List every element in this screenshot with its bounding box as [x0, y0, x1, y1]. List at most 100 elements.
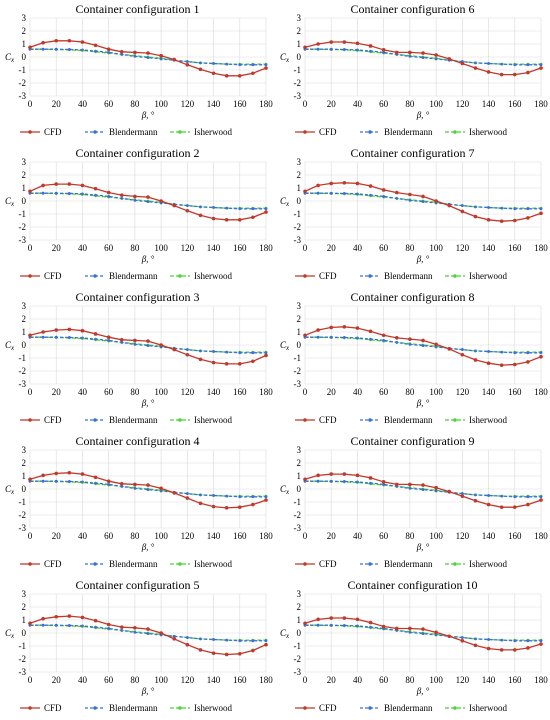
data-point-blendermann	[316, 47, 320, 51]
data-point-blendermann	[54, 623, 58, 627]
y-tick-label: -1	[19, 353, 27, 363]
x-tick-label: 100	[429, 675, 443, 685]
data-point-blendermann	[251, 207, 255, 211]
legend-label-isherwood: Isherwood	[469, 559, 507, 569]
y-tick-label: 1	[22, 39, 27, 49]
data-point-blendermann	[369, 481, 372, 485]
data-point-blendermann	[382, 195, 386, 198]
data-point-cfd	[54, 38, 59, 43]
y-tick-label: 3	[297, 157, 302, 167]
data-point-blendermann	[526, 207, 530, 211]
data-point-cfd	[355, 326, 360, 330]
data-point-cfd	[394, 190, 399, 195]
data-point-cfd	[211, 651, 216, 655]
data-point-cfd	[80, 472, 85, 476]
legend-label-isherwood: Isherwood	[469, 127, 507, 137]
legend-label-cfd: CFD	[44, 271, 62, 281]
y-tick-label: 0	[297, 628, 302, 638]
data-point-blendermann	[225, 638, 229, 642]
data-point-cfd	[159, 343, 163, 347]
x-tick-label: 140	[482, 675, 496, 685]
data-point-cfd	[93, 618, 98, 623]
data-point-cfd	[512, 648, 517, 652]
x-tick-label: 0	[303, 99, 308, 109]
data-point-cfd	[486, 502, 491, 507]
data-point-cfd	[67, 470, 72, 475]
y-tick-label: -3	[294, 667, 302, 677]
legend-label-cfd: CFD	[319, 703, 337, 713]
data-point-blendermann	[107, 51, 111, 54]
legend-label-cfd: CFD	[319, 559, 337, 569]
data-point-blendermann	[264, 63, 268, 67]
y-tick-label: 3	[22, 13, 27, 23]
chart-title: Container configuration 10	[348, 578, 478, 592]
y-tick-label: 1	[22, 327, 27, 337]
data-point-cfd	[486, 361, 491, 366]
data-point-cfd	[394, 482, 399, 487]
data-point-cfd	[539, 66, 543, 70]
x-tick-label: 80	[405, 387, 415, 397]
x-tick-label: 40	[353, 531, 363, 541]
x-tick-label: 120	[456, 531, 470, 541]
y-tick-label: -3	[19, 91, 27, 101]
data-point-cfd	[237, 362, 242, 366]
legend-marker-isherwood	[178, 274, 182, 278]
y-tick-label: 1	[22, 471, 27, 481]
data-point-blendermann	[212, 62, 215, 65]
y-axis-label-subscript: x	[10, 344, 15, 352]
data-point-cfd	[133, 482, 137, 487]
y-axis-label-main: C	[5, 196, 12, 206]
x-tick-label: 160	[508, 387, 522, 397]
data-point-cfd	[434, 53, 438, 57]
data-point-cfd	[159, 631, 163, 635]
data-point-cfd	[172, 57, 177, 62]
x-tick-label: 20	[327, 387, 337, 397]
data-point-blendermann	[120, 485, 124, 488]
x-tick-label: 60	[104, 675, 114, 685]
legend-label-cfd: CFD	[44, 127, 62, 137]
data-point-cfd	[211, 216, 216, 221]
data-point-blendermann	[107, 195, 111, 198]
x-tick-label: 40	[353, 243, 363, 253]
data-point-blendermann	[539, 351, 543, 355]
data-point-blendermann	[539, 639, 543, 643]
chart-panel: Container configuration 6 -3 -2 -1 0 1 2 3 0 20 40…	[280, 2, 548, 137]
data-point-blendermann	[146, 488, 150, 492]
x-tick-label: 80	[130, 675, 140, 685]
legend-label-cfd: CFD	[319, 127, 337, 137]
data-point-blendermann	[408, 54, 412, 58]
data-point-cfd	[447, 634, 452, 639]
data-point-cfd	[473, 498, 478, 503]
data-point-cfd	[41, 330, 45, 334]
data-point-cfd	[185, 642, 190, 647]
data-point-cfd	[133, 194, 137, 199]
data-point-cfd	[106, 335, 111, 340]
legend-label-blendermann: Blendermann	[109, 559, 158, 569]
data-point-cfd	[408, 50, 412, 55]
data-point-blendermann	[434, 57, 438, 61]
y-tick-label: 2	[22, 602, 27, 612]
x-tick-label: 100	[154, 243, 168, 253]
x-tick-label: 20	[327, 531, 337, 541]
chart-panel: Container configuration 4 -3 -2 -1 0 1 2 3 0 20 40…	[5, 434, 273, 569]
data-point-blendermann	[67, 480, 71, 483]
y-axis-label-subscript: x	[285, 488, 290, 496]
data-point-cfd	[119, 193, 124, 197]
data-point-blendermann	[81, 192, 84, 196]
data-point-blendermann	[421, 488, 425, 492]
y-tick-label: 3	[22, 157, 27, 167]
data-point-cfd	[185, 63, 190, 67]
x-tick-label: 120	[181, 387, 195, 397]
data-point-cfd	[355, 41, 360, 46]
data-point-cfd	[434, 342, 438, 347]
data-point-cfd	[539, 211, 543, 216]
legend-marker-isherwood	[453, 274, 457, 278]
y-axis-label-main: C	[280, 52, 287, 62]
x-tick-label: 140	[482, 99, 496, 109]
x-tick-label: 0	[28, 387, 33, 397]
legend-marker-blendermann	[368, 130, 372, 134]
data-point-blendermann	[460, 204, 464, 207]
x-tick-label: 160	[508, 243, 522, 253]
data-point-blendermann	[460, 636, 464, 639]
